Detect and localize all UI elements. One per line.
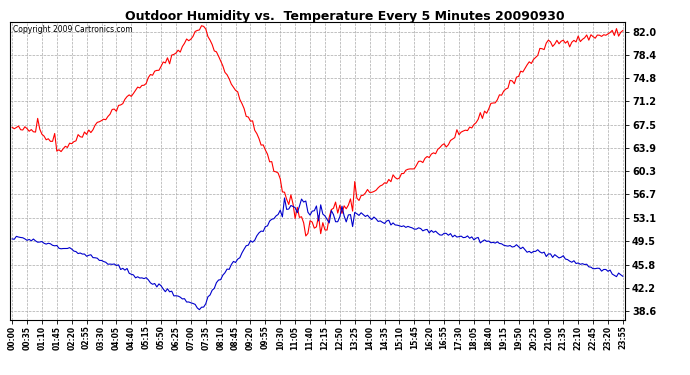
Text: Outdoor Humidity vs.  Temperature Every 5 Minutes 20090930: Outdoor Humidity vs. Temperature Every 5… (125, 10, 565, 23)
Text: Copyright 2009 Cartronics.com: Copyright 2009 Cartronics.com (13, 25, 132, 34)
